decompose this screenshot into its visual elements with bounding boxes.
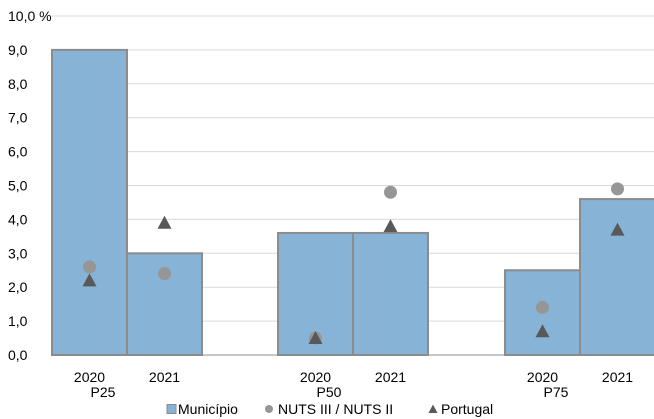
y-tick-label: 4,0 <box>8 211 28 227</box>
bar-municipio <box>579 198 654 356</box>
legend-label: Portugal <box>441 401 493 417</box>
x-category-label: 2021 <box>602 369 633 385</box>
y-tick-label: 2,0 <box>8 279 28 295</box>
marker-nuts <box>384 185 397 199</box>
legend-label: NUTS III / NUTS II <box>278 401 393 417</box>
y-axis-tick-labels: 0,0 1,0 2,0 3,0 4,0 5,0 6,0 7,0 8,0 9,0 10,0 % <box>8 8 52 363</box>
legend-swatch-circle <box>265 405 273 413</box>
marker-series <box>82 182 625 345</box>
legend: Município NUTS III / NUTS II Portugal <box>166 401 493 417</box>
marker-portugal <box>535 324 550 338</box>
marker-nuts <box>536 301 549 315</box>
y-tick-label: 8,0 <box>8 76 28 92</box>
y-tick-label: 10,0 % <box>8 8 52 24</box>
y-tick-label: 0,0 <box>8 347 28 363</box>
bar-series-municipio <box>51 48 654 357</box>
x-group-label: P75 <box>544 384 569 400</box>
legend-label: Município <box>178 401 238 417</box>
y-tick-label: 1,0 <box>8 313 28 329</box>
marker-portugal <box>157 215 172 229</box>
x-category-label: 2020 <box>527 369 558 385</box>
marker-portugal <box>383 219 398 233</box>
marker-portugal <box>308 331 323 345</box>
x-category-label: 2020 <box>300 369 331 385</box>
y-tick-label: 7,0 <box>8 110 28 126</box>
marker-portugal <box>610 222 625 236</box>
legend-swatch-bar <box>166 404 177 414</box>
bar-municipio <box>352 231 429 357</box>
x-category-label: 2020 <box>74 369 105 385</box>
marker-nuts <box>158 267 171 281</box>
x-category-label: 2021 <box>375 369 406 385</box>
x-group-label: P50 <box>317 384 342 400</box>
y-tick-label: 9,0 <box>8 42 28 58</box>
marker-nuts <box>611 182 624 196</box>
x-category-label: 2021 <box>149 369 180 385</box>
marker-nuts <box>83 260 96 274</box>
bar-municipio <box>51 48 128 357</box>
y-tick-label: 6,0 <box>8 144 28 160</box>
legend-swatch-triangle <box>428 404 438 413</box>
marker-portugal <box>82 273 97 287</box>
x-group-label: P25 <box>91 384 116 400</box>
y-tick-label: 3,0 <box>8 245 28 261</box>
y-tick-label: 5,0 <box>8 178 28 194</box>
